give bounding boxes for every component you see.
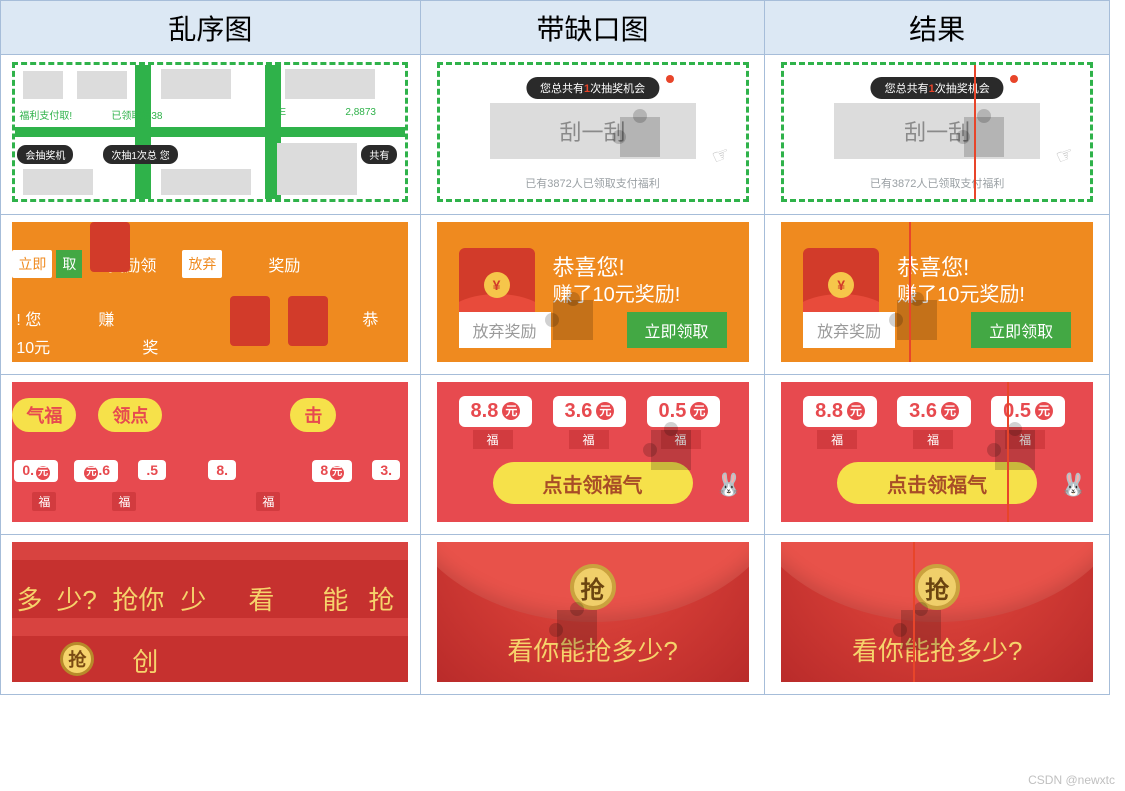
puzzle-gap bbox=[897, 300, 937, 340]
red-dot-icon bbox=[666, 75, 674, 83]
coin-frag: 抢 bbox=[60, 642, 94, 676]
green-hbar bbox=[15, 127, 405, 137]
envelope-frag bbox=[90, 222, 130, 272]
luck-tag: 福 bbox=[473, 430, 513, 449]
result-redline bbox=[909, 222, 911, 362]
footer-text: 已有3872人已领取支付福利 bbox=[440, 175, 746, 191]
row4-result-thumb: 抢 看你能抢多少? bbox=[781, 542, 1093, 682]
row3-scrambled-thumb: 气福 领点 击 0.元 元.6 .5 8. 8元 3. 福 福 福 bbox=[12, 382, 408, 522]
row1-result-thumb: 您总共有1次抽奖机会 刮一刮 ☞ 已有3872人已领取支付福利 bbox=[781, 62, 1093, 202]
hand-icon: ☞ bbox=[708, 141, 733, 171]
example-row-3: 气福 领点 击 0.元 元.6 .5 8. 8元 3. 福 福 福 8 bbox=[1, 375, 1110, 535]
scratch-area[interactable]: 刮一刮 bbox=[490, 103, 696, 159]
example-row-2: 立即 取 奖励领 放弃 奖励 ! 您 赚 恭 10元 奖 bbox=[1, 215, 1110, 375]
row3-result-thumb: 8.8元 3.6元 0.5元 福 福 福 点击领福气 🐰 bbox=[781, 382, 1093, 522]
row2-gap-thumb: ¥ 恭喜您! 赚了10元奖励! 放弃奖励 立即领取 bbox=[437, 222, 749, 362]
row1-gap-thumb: 您总共有1次抽奖机会 刮一刮 ☞ 已有3872人已领取支付福利 bbox=[437, 62, 749, 202]
row1-scrambled-thumb: 福利支付取! 已领取福38 E 2,8873 会抽奖机 次抽1次总 您 共有 bbox=[12, 62, 408, 202]
rabbit-icon: 🐰 bbox=[715, 472, 742, 498]
result-redline bbox=[974, 65, 976, 199]
puzzle-gap bbox=[553, 300, 593, 340]
puzzle-gap bbox=[651, 430, 691, 470]
chances-pill: 您总共有1次抽奖机会 bbox=[526, 77, 659, 99]
example-row-1: 福利支付取! 已领取福38 E 2,8873 会抽奖机 次抽1次总 您 共有 bbox=[1, 55, 1110, 215]
captcha-comparison-table: 乱序图 带缺口图 结果 福利支付取! 已领取福38 E 2,887 bbox=[0, 0, 1110, 695]
header-with-gap: 带缺口图 bbox=[420, 1, 765, 55]
header-result: 结果 bbox=[765, 1, 1110, 55]
amount-chip: 3.6元 bbox=[553, 396, 627, 427]
example-row-4: 多 少? 抢你 少 看 能 抢 抢 创 抢 看你能抢多少? bbox=[1, 535, 1110, 695]
puzzle-gap bbox=[995, 430, 1035, 470]
header-row: 乱序图 带缺口图 结果 bbox=[1, 1, 1110, 55]
amount-chip: 0.5元 bbox=[647, 396, 721, 427]
watermark: CSDN @newxtc bbox=[1028, 773, 1115, 787]
row2-result-thumb: ¥ 恭喜您! 赚了10元奖励! 放弃奖励 立即领取 bbox=[781, 222, 1093, 362]
red-dot-icon bbox=[1010, 75, 1018, 83]
claim-button[interactable]: 立即领取 bbox=[627, 312, 727, 348]
puzzle-gap bbox=[620, 117, 660, 157]
rabbit-icon: 🐰 bbox=[1060, 472, 1087, 498]
envelope-frag bbox=[230, 296, 270, 346]
puzzle-gap bbox=[901, 610, 941, 650]
result-redline bbox=[1007, 382, 1009, 522]
row4-scrambled-thumb: 多 少? 抢你 少 看 能 抢 抢 创 bbox=[12, 542, 408, 682]
discard-button[interactable]: 放弃奖励 bbox=[459, 312, 551, 348]
row4-gap-thumb: 抢 看你能抢多少? bbox=[437, 542, 749, 682]
luck-tag: 福 bbox=[569, 430, 609, 449]
puzzle-gap bbox=[964, 117, 1004, 157]
coin-icon: ¥ bbox=[484, 272, 510, 298]
hand-icon: ☞ bbox=[1053, 141, 1078, 171]
puzzle-gap bbox=[557, 610, 597, 650]
amount-chip: 8.8元 bbox=[459, 396, 533, 427]
envelope-frag bbox=[288, 296, 328, 346]
row3-gap-thumb: 8.8元 3.6元 0.5元 福 福 福 点击领福气 🐰 bbox=[437, 382, 749, 522]
header-scrambled: 乱序图 bbox=[1, 1, 421, 55]
row2-scrambled-thumb: 立即 取 奖励领 放弃 奖励 ! 您 赚 恭 10元 奖 bbox=[12, 222, 408, 362]
result-redline bbox=[913, 542, 915, 682]
